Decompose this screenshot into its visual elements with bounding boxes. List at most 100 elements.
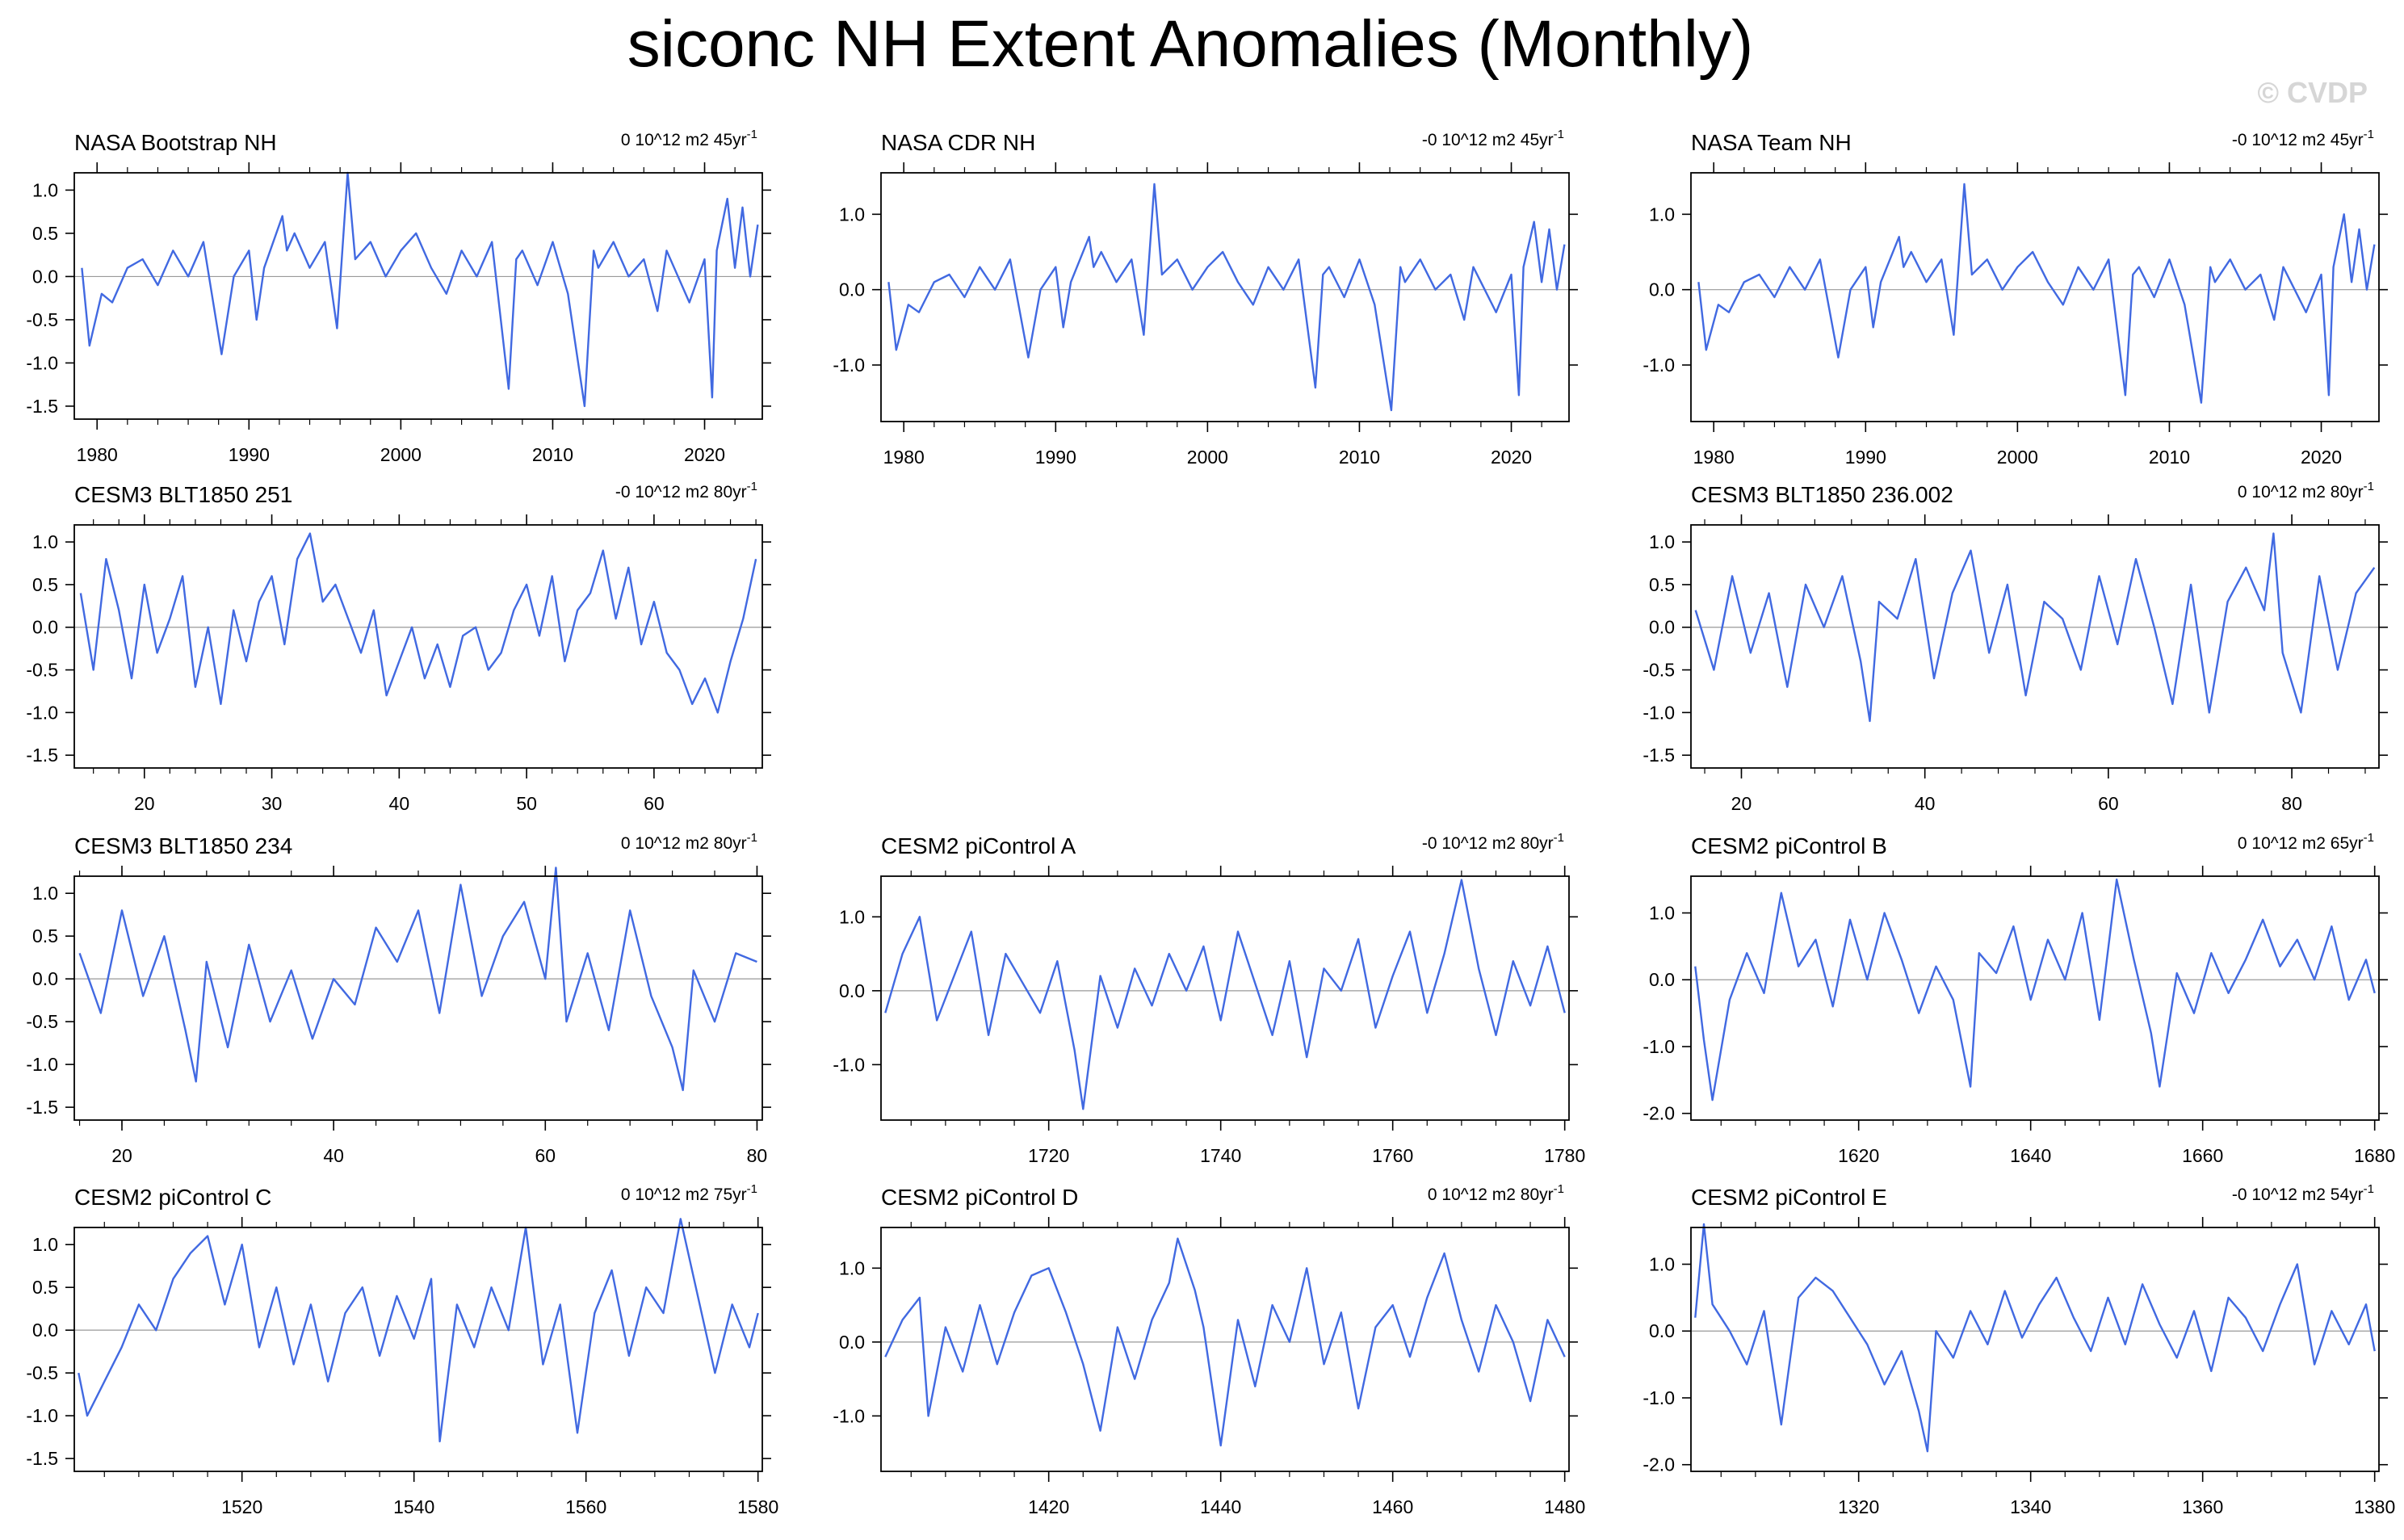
- trend-exponent: -1: [2364, 480, 2374, 493]
- trend-value: 0 10^12 m2 45yr: [621, 131, 747, 149]
- x-tick-label: 1420: [1028, 1496, 1069, 1517]
- x-tick-label: 2020: [2301, 447, 2342, 468]
- y-tick-label: 1.0: [839, 906, 865, 927]
- x-tick-label: 2020: [684, 444, 725, 465]
- trend-value: 0 10^12 m2 75yr: [621, 1185, 747, 1204]
- trend-value: 0 10^12 m2 80yr: [1428, 1185, 1554, 1204]
- x-tick-label: 1460: [1372, 1496, 1413, 1517]
- y-tick-label: 1.0: [32, 179, 58, 200]
- y-tick-label: 0.0: [1649, 279, 1675, 300]
- trend-exponent: -1: [2364, 128, 2374, 141]
- series-line: [1694, 532, 2376, 723]
- x-tick-label: 80: [2281, 793, 2302, 814]
- x-tick-label: 1360: [2182, 1496, 2223, 1517]
- panel-title: CESM3 BLT1850 251: [74, 482, 292, 507]
- chart-panel: CESM3 BLT1850 251 -0 10^12 m2 80yr-1 1.0 0.…: [26, 480, 771, 814]
- chart-panel: CESM2 piControl B 0 10^12 m2 65yr-1 1.0 0.0…: [1643, 831, 2395, 1166]
- x-tick-label: 1990: [1845, 447, 1886, 468]
- panel-title: CESM2 piControl C: [74, 1185, 271, 1210]
- y-tick-label: 0.0: [1649, 1320, 1675, 1341]
- y-tick-label: -1.5: [26, 1448, 58, 1469]
- trend-exponent: -1: [2364, 831, 2374, 845]
- y-tick-label: 1.0: [1649, 903, 1675, 924]
- chart-panel: NASA CDR NH -0 10^12 m2 45yr-1 1.0 0.0 -1.0 1…: [833, 128, 1578, 468]
- y-tick-label: -1.5: [26, 745, 58, 766]
- trend-value: 0 10^12 m2 80yr: [621, 834, 747, 853]
- trend-value: 0 10^12 m2 80yr: [2238, 483, 2364, 501]
- trend-label: -0 10^12 m2 80yr-1: [615, 480, 757, 501]
- trend-value: -0 10^12 m2 80yr: [615, 483, 747, 501]
- x-tick-label: 1720: [1028, 1145, 1069, 1166]
- x-tick-label: 1980: [1693, 447, 1735, 468]
- x-tick-label: 80: [747, 1145, 768, 1166]
- series-line: [1694, 878, 2376, 1101]
- cvdp-watermark: © CVDP: [2257, 76, 2368, 109]
- trend-label: 0 10^12 m2 45yr-1: [621, 128, 757, 149]
- y-tick-label: 1.0: [32, 1234, 58, 1255]
- y-tick-label: 0.0: [839, 980, 865, 1001]
- y-tick-label: -1.0: [1643, 355, 1675, 376]
- x-tick-label: 1740: [1200, 1145, 1241, 1166]
- x-tick-label: 1780: [1544, 1145, 1585, 1166]
- x-tick-label: 2000: [1187, 447, 1228, 468]
- trend-exponent: -1: [1554, 1182, 1564, 1196]
- x-tick-label: 2000: [1997, 447, 2038, 468]
- chart-panel: CESM2 piControl A -0 10^12 m2 80yr-1 1.0 0.…: [833, 831, 1585, 1166]
- trend-value: -0 10^12 m2 54yr: [2232, 1185, 2364, 1204]
- chart-panel: NASA Team NH -0 10^12 m2 45yr-1 1.0 0.0 -1.0…: [1643, 128, 2388, 468]
- plot-frame: [1690, 875, 2380, 1121]
- x-tick-label: 1990: [229, 444, 270, 465]
- panel-title: CESM2 piControl D: [881, 1185, 1078, 1210]
- x-tick-label: 2010: [532, 444, 573, 465]
- x-tick-label: 1620: [1838, 1145, 1879, 1166]
- x-tick-label: 1340: [2010, 1496, 2051, 1517]
- y-tick-label: -1.0: [833, 355, 865, 376]
- x-tick-label: 1520: [221, 1496, 262, 1517]
- plot-frame: [73, 1227, 763, 1472]
- y-tick-label: -1.0: [26, 1405, 58, 1426]
- series-line: [1697, 183, 2376, 404]
- x-tick-label: 60: [2098, 793, 2119, 814]
- y-tick-label: -0.5: [26, 309, 58, 330]
- y-tick-label: 1.0: [1649, 204, 1675, 224]
- x-tick-label: 1760: [1372, 1145, 1413, 1166]
- y-tick-label: -2.0: [1643, 1454, 1675, 1475]
- y-tick-label: 0.0: [839, 1332, 865, 1353]
- x-tick-label: 2000: [380, 444, 422, 465]
- x-tick-label: 2020: [1491, 447, 1532, 468]
- trend-exponent: -1: [747, 128, 757, 141]
- x-tick-label: 30: [262, 793, 283, 814]
- x-tick-label: 40: [389, 793, 410, 814]
- x-tick-label: 1990: [1035, 447, 1076, 468]
- y-tick-label: 0.5: [32, 574, 58, 595]
- x-tick-label: 1980: [77, 444, 118, 465]
- x-tick-label: 40: [323, 1145, 344, 1166]
- trend-label: 0 10^12 m2 65yr-1: [2238, 831, 2374, 853]
- y-tick-label: -1.5: [1643, 745, 1675, 766]
- series-line: [78, 1218, 759, 1443]
- plot-frame: [73, 172, 763, 420]
- x-tick-label: 40: [1915, 793, 1936, 814]
- trend-label: 0 10^12 m2 80yr-1: [621, 831, 757, 853]
- y-tick-label: 0.5: [1649, 574, 1675, 595]
- plot-frame: [1690, 1227, 2380, 1472]
- trend-label: 0 10^12 m2 75yr-1: [621, 1182, 757, 1204]
- trend-label: -0 10^12 m2 45yr-1: [1422, 128, 1564, 149]
- y-tick-label: 0.0: [32, 266, 58, 287]
- trend-exponent: -1: [747, 480, 757, 493]
- y-tick-label: 0.0: [1649, 969, 1675, 990]
- chart-panel: CESM3 BLT1850 236.002 0 10^12 m2 80yr-1 1.…: [1643, 480, 2388, 814]
- x-tick-label: 60: [644, 793, 665, 814]
- trend-value: -0 10^12 m2 45yr: [2232, 131, 2364, 149]
- series-line: [884, 879, 1566, 1110]
- panel-grid: NASA Bootstrap NH 0 10^12 m2 45yr-11.00.5…: [26, 128, 2395, 1517]
- panel-title: CESM2 piControl B: [1691, 833, 1887, 858]
- y-tick-label: 0.5: [32, 1277, 58, 1298]
- panel-title: CESM2 piControl A: [881, 833, 1076, 858]
- panel-title: NASA Bootstrap NH: [74, 130, 277, 155]
- y-tick-label: 1.0: [1649, 531, 1675, 552]
- y-tick-label: 1.0: [32, 883, 58, 904]
- x-tick-label: 20: [134, 793, 155, 814]
- chart-panel: CESM2 piControl C 0 10^12 m2 75yr-1 1.0 0.5…: [26, 1182, 778, 1517]
- panel-title: CESM3 BLT1850 234: [74, 833, 292, 858]
